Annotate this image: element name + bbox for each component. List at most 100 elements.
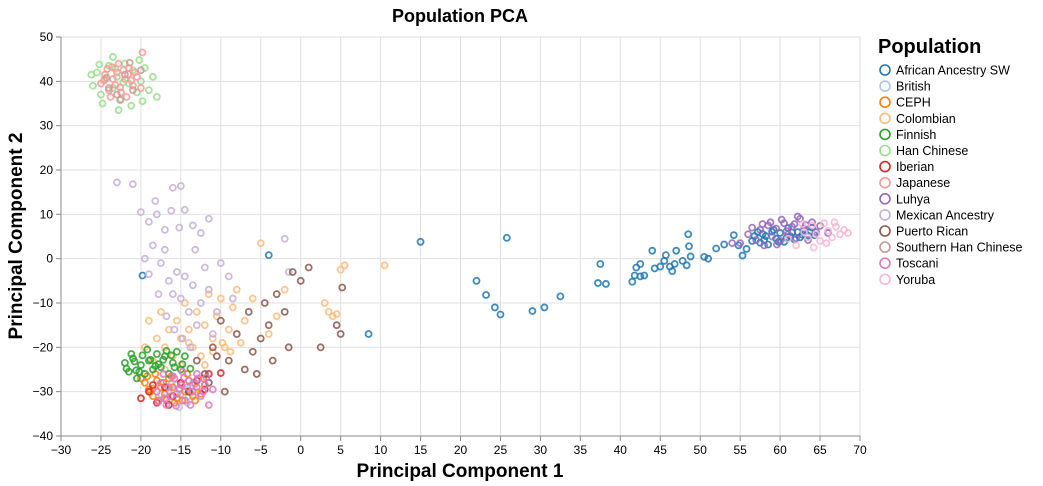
data-point bbox=[162, 346, 171, 355]
legend: Population African Ancestry SW British CEP… bbox=[878, 36, 1023, 287]
data-point bbox=[328, 312, 337, 321]
data-point bbox=[240, 316, 249, 325]
legend-label: Colombian bbox=[896, 112, 956, 126]
data-point bbox=[167, 351, 176, 360]
data-point bbox=[97, 90, 105, 99]
data-point bbox=[685, 242, 693, 251]
series-luhya bbox=[728, 212, 832, 250]
y-tick-label: −40 bbox=[33, 429, 54, 443]
data-point bbox=[186, 401, 195, 409]
data-point bbox=[212, 352, 221, 361]
data-point bbox=[364, 330, 373, 338]
data-point bbox=[496, 310, 505, 319]
legend-label: Yoruba bbox=[896, 273, 935, 287]
data-point bbox=[129, 180, 137, 189]
data-point bbox=[244, 307, 253, 316]
data-point bbox=[192, 321, 201, 330]
data-point bbox=[204, 290, 213, 299]
series-puerto-rican bbox=[184, 263, 347, 396]
data-point bbox=[602, 280, 610, 288]
data-point bbox=[148, 381, 157, 389]
data-point bbox=[284, 268, 293, 276]
x-tick-label: 25 bbox=[494, 443, 508, 457]
data-point bbox=[180, 373, 188, 382]
data-point bbox=[596, 260, 605, 268]
data-point bbox=[136, 394, 145, 403]
data-point bbox=[113, 68, 121, 77]
data-point bbox=[140, 254, 149, 263]
data-point bbox=[656, 262, 665, 271]
legend-symbol bbox=[879, 225, 891, 237]
data-point bbox=[191, 245, 200, 254]
data-point bbox=[113, 90, 121, 99]
legend-symbol bbox=[879, 241, 891, 253]
data-point bbox=[168, 290, 177, 299]
x-tick-label: 55 bbox=[733, 443, 747, 457]
y-tick-label: 40 bbox=[40, 74, 54, 88]
x-tick-label: 30 bbox=[534, 443, 548, 457]
data-point bbox=[144, 270, 153, 279]
legend-symbol bbox=[879, 209, 891, 221]
data-point bbox=[186, 364, 195, 373]
data-point bbox=[264, 251, 273, 260]
data-point bbox=[172, 268, 181, 276]
legend-title: Population bbox=[878, 36, 981, 58]
x-tick-label: −30 bbox=[51, 443, 72, 457]
y-axis: −40 −30 −20 −10 0 10 20 30 40 50 bbox=[33, 30, 62, 443]
data-point bbox=[167, 392, 176, 401]
data-point bbox=[792, 241, 800, 250]
data-point bbox=[260, 299, 269, 307]
data-point bbox=[159, 355, 168, 364]
data-point bbox=[661, 251, 670, 260]
data-point bbox=[338, 283, 347, 292]
data-point bbox=[556, 292, 565, 301]
data-point bbox=[808, 218, 816, 227]
data-point bbox=[804, 236, 812, 244]
data-point bbox=[144, 387, 153, 396]
data-point bbox=[320, 299, 329, 307]
data-point bbox=[828, 233, 836, 242]
legend-symbol bbox=[879, 273, 891, 286]
data-point bbox=[648, 246, 657, 255]
data-point bbox=[160, 245, 169, 254]
data-point bbox=[196, 352, 205, 361]
data-point bbox=[226, 347, 235, 356]
data-point bbox=[160, 383, 169, 392]
data-point bbox=[758, 220, 767, 228]
data-point bbox=[268, 356, 277, 365]
data-point bbox=[640, 271, 649, 280]
data-point bbox=[196, 229, 205, 237]
data-point bbox=[736, 239, 745, 248]
data-point bbox=[152, 210, 161, 219]
data-point bbox=[752, 236, 761, 244]
data-points bbox=[87, 48, 852, 412]
legend-label: Puerto Rican bbox=[896, 225, 968, 239]
data-point bbox=[836, 230, 844, 239]
data-point bbox=[122, 92, 131, 101]
x-tick-label: 35 bbox=[574, 443, 588, 457]
data-point bbox=[744, 230, 753, 239]
data-point bbox=[822, 239, 831, 248]
legend-symbol bbox=[879, 96, 891, 108]
legend-symbol bbox=[879, 257, 891, 270]
data-point bbox=[792, 234, 800, 243]
x-tick-label: −25 bbox=[91, 443, 112, 457]
y-tick-label: −10 bbox=[33, 296, 54, 310]
y-axis-title: Principal Component 2 bbox=[6, 133, 27, 340]
data-point bbox=[208, 330, 217, 338]
x-tick-label: 5 bbox=[337, 443, 344, 457]
data-point bbox=[127, 101, 136, 110]
data-point bbox=[152, 92, 161, 101]
data-point bbox=[200, 321, 209, 330]
data-point bbox=[192, 307, 201, 316]
data-point bbox=[156, 259, 165, 268]
data-point bbox=[248, 294, 257, 303]
data-point bbox=[87, 70, 96, 79]
data-point bbox=[682, 261, 691, 270]
data-point bbox=[102, 73, 111, 82]
data-point bbox=[151, 197, 160, 205]
legend-label: Japanese bbox=[896, 176, 950, 190]
legend-symbol bbox=[879, 128, 891, 141]
data-point bbox=[216, 369, 225, 377]
series-mexican-ancestry bbox=[113, 178, 293, 352]
